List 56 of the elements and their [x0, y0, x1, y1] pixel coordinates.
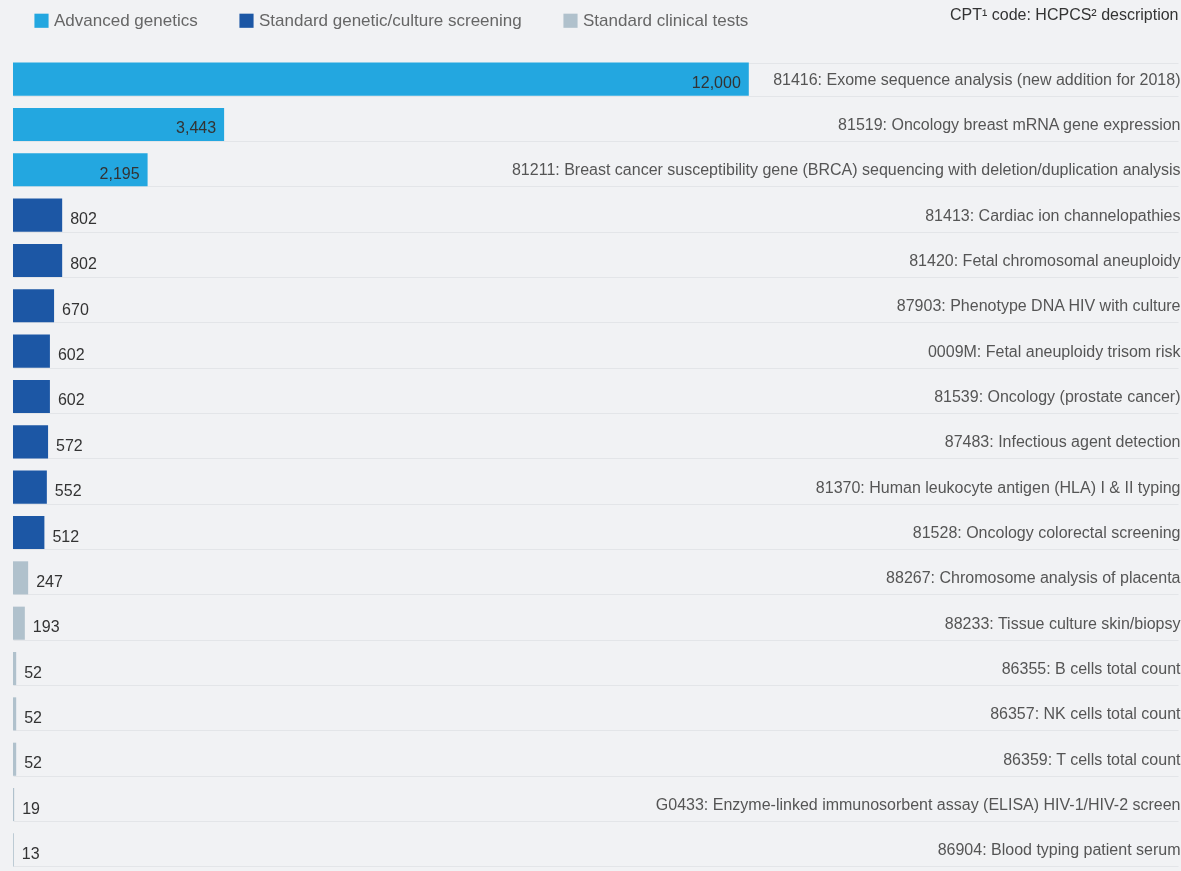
data-label: 52: [24, 754, 43, 772]
data-label: 193: [32, 618, 60, 636]
bar: [13, 561, 29, 595]
bar: [13, 62, 749, 96]
bar: [13, 334, 50, 368]
data-label: 512: [52, 527, 80, 545]
y-tick-label: 81420: Fetal chromosomal aneuploidy: [909, 251, 1181, 269]
data-label: 670: [62, 300, 89, 318]
y-tick-label: 81528: Oncology colorectal screening: [912, 524, 1181, 542]
bar: [13, 470, 47, 504]
y-tick-label: 81211: Breast cancer susceptibility gene (BRCA) sequencing with deletion/duplication analysis: [511, 161, 1181, 179]
bar: [13, 697, 17, 731]
data-label: 802: [70, 255, 97, 273]
data-label: 602: [57, 391, 85, 409]
bar: [13, 515, 45, 550]
data-label: 552: [54, 482, 82, 500]
y-tick-label: 87903: Phenotype DNA HIV with culture: [896, 297, 1181, 315]
bar: [13, 198, 63, 232]
data-label: 52: [24, 663, 43, 681]
bar: [13, 379, 50, 414]
y-tick-label: 81416: Exome sequence analysis (new addition for 2018): [773, 70, 1181, 88]
legend-label: Standard clinical tests: [583, 10, 749, 30]
data-label: 19: [22, 799, 41, 817]
data-label: 13: [21, 844, 40, 862]
bar: [13, 289, 55, 323]
bar: [13, 651, 17, 686]
bar: [13, 742, 17, 776]
legend-label: Advanced genetics: [54, 10, 198, 30]
bar: [13, 107, 225, 141]
y-tick-label: 81370: Human leukocyte antigen (HLA) I & II typing: [815, 478, 1181, 496]
data-label: 52: [24, 708, 43, 726]
data-label: 572: [56, 436, 83, 454]
y-tick-label: 0009M: Fetal aneuploidy trisom risk: [927, 342, 1181, 360]
bar: [13, 606, 25, 640]
y-tick-label: 86904: Blood typing patient serum: [937, 841, 1181, 859]
data-label: 602: [57, 346, 85, 364]
legend-label: Standard genetic/culture screening: [259, 10, 522, 30]
data-label: 247: [36, 572, 63, 590]
data-label: 3,443: [176, 119, 217, 137]
y-tick-label: 86355: B cells total count: [1001, 660, 1181, 678]
y-tick-label: 81539: Oncology (prostate cancer): [934, 387, 1181, 405]
y-tick-label: 88233: Tissue culture skin/biopsy: [944, 614, 1181, 632]
y-tick-label: 88267: Chromosome analysis of placenta: [886, 569, 1181, 587]
y-tick-label: 81413: Cardiac ion channelopathies: [925, 206, 1181, 224]
y-tick-label: 86357: NK cells total count: [990, 705, 1181, 723]
data-label: 802: [70, 210, 97, 228]
data-label: 12,000: [691, 74, 741, 92]
data-label: 2,195: [99, 164, 140, 182]
bar: [13, 243, 63, 278]
y-axis-title: CPT¹ code: HCPCS² description: [949, 5, 1179, 23]
bar: [13, 153, 148, 187]
y-tick-label: 87483: Infectious agent detection: [944, 433, 1181, 451]
y-tick-label: 81519: Oncology breast mRNA gene expression: [838, 115, 1181, 133]
y-tick-label: 86359: T cells total count: [1003, 750, 1181, 768]
bar: [13, 425, 49, 459]
y-tick-label: G0433: Enzyme-linked immunosorbent assay (ELISA) HIV-1/HIV-2 screen: [655, 796, 1181, 814]
